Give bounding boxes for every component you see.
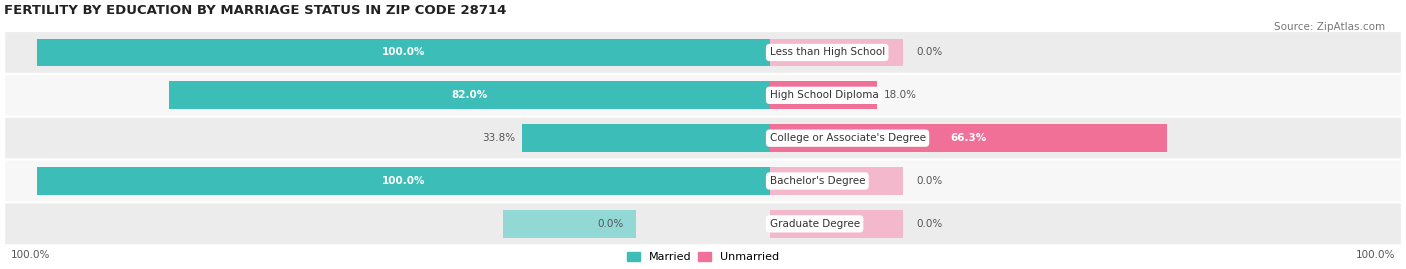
Text: 33.8%: 33.8% xyxy=(482,133,516,143)
FancyBboxPatch shape xyxy=(4,31,1402,74)
Bar xyxy=(769,38,903,66)
FancyBboxPatch shape xyxy=(4,117,1402,160)
Bar xyxy=(169,82,769,109)
Text: Source: ZipAtlas.com: Source: ZipAtlas.com xyxy=(1274,22,1385,31)
Bar xyxy=(769,82,877,109)
Text: 0.0%: 0.0% xyxy=(915,48,942,58)
Text: Less than High School: Less than High School xyxy=(769,48,884,58)
Bar xyxy=(38,38,769,66)
Text: 18.0%: 18.0% xyxy=(884,90,917,100)
Text: 100.0%: 100.0% xyxy=(382,48,425,58)
Bar xyxy=(522,124,769,152)
Text: 0.0%: 0.0% xyxy=(915,176,942,186)
Text: 0.0%: 0.0% xyxy=(915,219,942,229)
Text: 100.0%: 100.0% xyxy=(1355,250,1395,260)
Text: 66.3%: 66.3% xyxy=(950,133,986,143)
Bar xyxy=(769,210,903,238)
Text: 100.0%: 100.0% xyxy=(382,176,425,186)
Text: 0.0%: 0.0% xyxy=(598,219,623,229)
Bar xyxy=(769,167,903,195)
FancyBboxPatch shape xyxy=(4,74,1402,117)
Text: 82.0%: 82.0% xyxy=(451,90,488,100)
Text: 100.0%: 100.0% xyxy=(11,250,51,260)
Text: High School Diploma: High School Diploma xyxy=(769,90,879,100)
Bar xyxy=(503,210,637,238)
Bar xyxy=(38,167,769,195)
Bar xyxy=(769,124,1167,152)
Text: Graduate Degree: Graduate Degree xyxy=(769,219,859,229)
Legend: Married, Unmarried: Married, Unmarried xyxy=(623,247,783,267)
Text: FERTILITY BY EDUCATION BY MARRIAGE STATUS IN ZIP CODE 28714: FERTILITY BY EDUCATION BY MARRIAGE STATU… xyxy=(4,4,506,17)
FancyBboxPatch shape xyxy=(4,202,1402,245)
Text: Bachelor's Degree: Bachelor's Degree xyxy=(769,176,865,186)
FancyBboxPatch shape xyxy=(4,160,1402,202)
Text: College or Associate's Degree: College or Associate's Degree xyxy=(769,133,925,143)
